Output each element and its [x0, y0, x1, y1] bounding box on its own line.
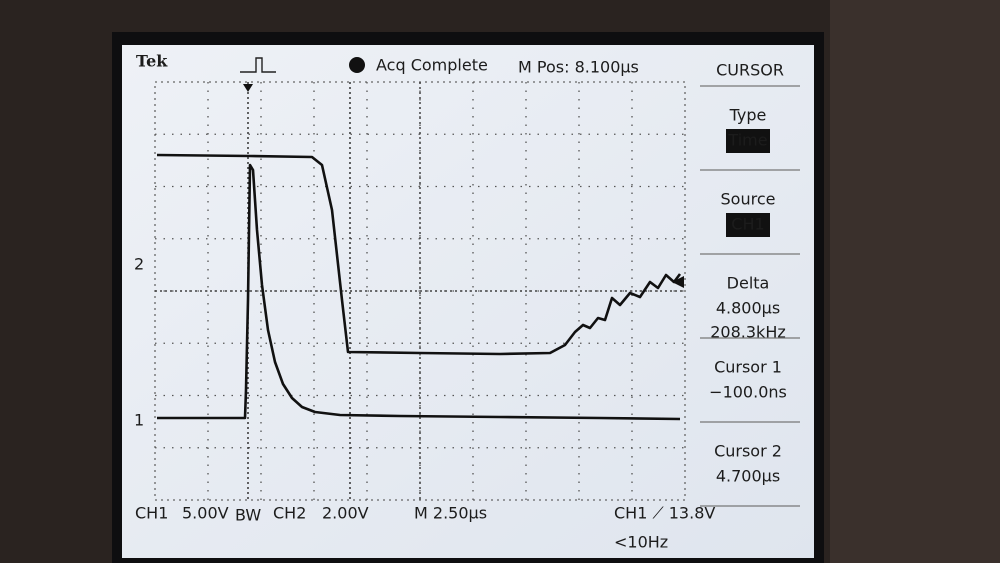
screen	[122, 45, 814, 558]
grid	[155, 82, 685, 500]
ch1-marker: 1	[134, 411, 144, 430]
ch2-marker: 2	[134, 255, 144, 274]
menu-label: Cursor 2	[714, 442, 782, 461]
menu-label: Cursor 1	[714, 358, 782, 377]
ch1-label: CH1	[135, 504, 168, 523]
trigger-position-marker	[243, 84, 253, 92]
side-buttons	[830, 0, 1000, 563]
trigger-level-marker	[672, 276, 684, 288]
trigger-setting: CH1 ⟋ 13.8V	[614, 504, 715, 523]
menu-label: Type	[729, 106, 767, 125]
ch2-scale: 2.00V	[322, 504, 369, 523]
ch1-scale: 5.00V	[182, 504, 229, 523]
graticule	[154, 81, 686, 501]
menu-value: Time	[727, 131, 767, 150]
menu-label: Delta	[727, 274, 770, 293]
run-indicator	[349, 57, 365, 73]
menu-value: 208.3kHz	[710, 323, 786, 342]
menu-value: CH1	[731, 215, 764, 234]
ch1-trace	[156, 153, 682, 356]
trigger-icon	[240, 57, 276, 73]
trigger-frequency: <10Hz	[614, 533, 668, 552]
menu-value-highlight	[726, 213, 770, 237]
horizontal-position: M Pos: 8.100µs	[518, 58, 639, 77]
side-menu: Type Time Source CH1 Delta 4.800µs 208.3kHz Cur…	[700, 85, 800, 507]
ch2-trace	[157, 163, 681, 421]
brand: Tek	[136, 52, 168, 71]
ch2-label: CH2	[273, 504, 306, 523]
menu-value: 4.800µs	[716, 299, 780, 318]
timebase: M 2.50µs	[414, 504, 487, 523]
menu-value: 4.700µs	[716, 467, 780, 486]
acquisition-status: Acq Complete	[376, 56, 488, 75]
menu-value-highlight	[726, 129, 770, 153]
menu-title: CURSOR	[716, 61, 784, 80]
menu-label: Source	[721, 190, 776, 209]
bandwidth-limit: BW	[235, 506, 261, 525]
menu-value: −100.0ns	[709, 383, 787, 402]
